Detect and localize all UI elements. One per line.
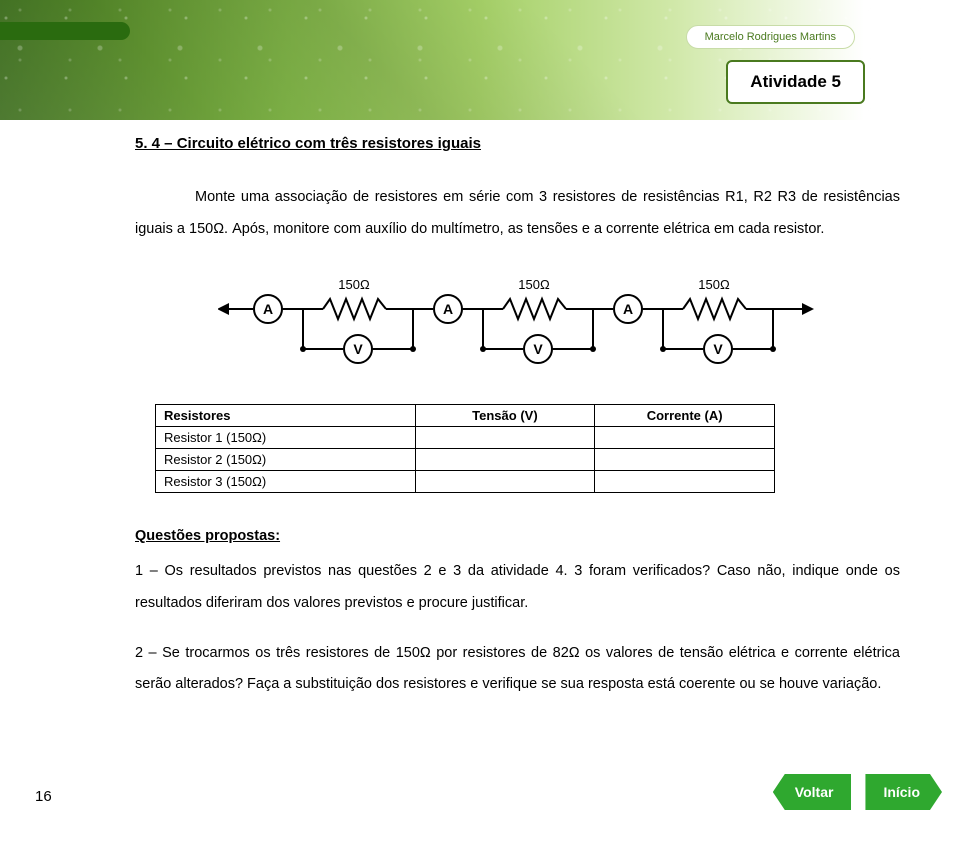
table-row: Resistor 2 (150Ω) — [156, 448, 775, 470]
header-accent-bar — [0, 22, 130, 40]
intro-paragraph: Monte uma associação de resistores em sé… — [135, 182, 900, 246]
page-number: 16 — [35, 788, 52, 805]
back-button[interactable]: Voltar — [773, 774, 852, 810]
question-1: 1 – Os resultados previstos nas questões… — [135, 556, 900, 620]
section-title: 5. 4 – Circuito elétrico com três resist… — [135, 135, 900, 152]
table-cell: Resistor 3 (150Ω) — [156, 470, 416, 492]
col-header-tensao: Tensão (V) — [415, 404, 595, 426]
table-row: Resistor 1 (150Ω) — [156, 426, 775, 448]
col-header-corrente: Corrente (A) — [595, 404, 775, 426]
voltmeter-label-3: V — [713, 341, 723, 357]
ammeter-label-3: A — [622, 301, 632, 317]
table-cell: Resistor 1 (150Ω) — [156, 426, 416, 448]
circuit-diagram: A 150Ω V — [218, 264, 818, 379]
resistor-label-3: 150Ω — [698, 277, 730, 292]
home-button[interactable]: Início — [865, 774, 942, 810]
table-cell: Resistor 2 (150Ω) — [156, 448, 416, 470]
table-cell — [415, 448, 595, 470]
nav-button-group: Voltar Início — [773, 774, 942, 810]
table-cell — [595, 470, 775, 492]
ammeter-label: A — [262, 301, 272, 317]
resistor-label-1: 150Ω — [338, 277, 370, 292]
resistor-label-2: 150Ω — [518, 277, 550, 292]
voltmeter-label-2: V — [533, 341, 543, 357]
author-name: Marcelo Rodrigues Martins — [686, 25, 855, 49]
table-cell — [595, 448, 775, 470]
measurements-table: Resistores Tensão (V) Corrente (A) Resis… — [155, 404, 775, 493]
table-row: Resistor 3 (150Ω) — [156, 470, 775, 492]
activity-badge: Atividade 5 — [726, 60, 865, 104]
table-cell — [415, 426, 595, 448]
voltmeter-label-1: V — [353, 341, 363, 357]
col-header-resistores: Resistores — [156, 404, 416, 426]
ammeter-label-2: A — [442, 301, 452, 317]
table-cell — [415, 470, 595, 492]
questions-heading: Questões propostas: — [135, 528, 900, 544]
intro-text: Monte uma associação de resistores em sé… — [135, 189, 900, 237]
header-banner: Marcelo Rodrigues Martins Atividade 5 — [0, 0, 960, 120]
page-content: 5. 4 – Circuito elétrico com três resist… — [0, 120, 960, 739]
question-2: 2 – Se trocarmos os três resistores de 1… — [135, 638, 900, 702]
table-header-row: Resistores Tensão (V) Corrente (A) — [156, 404, 775, 426]
table-cell — [595, 426, 775, 448]
